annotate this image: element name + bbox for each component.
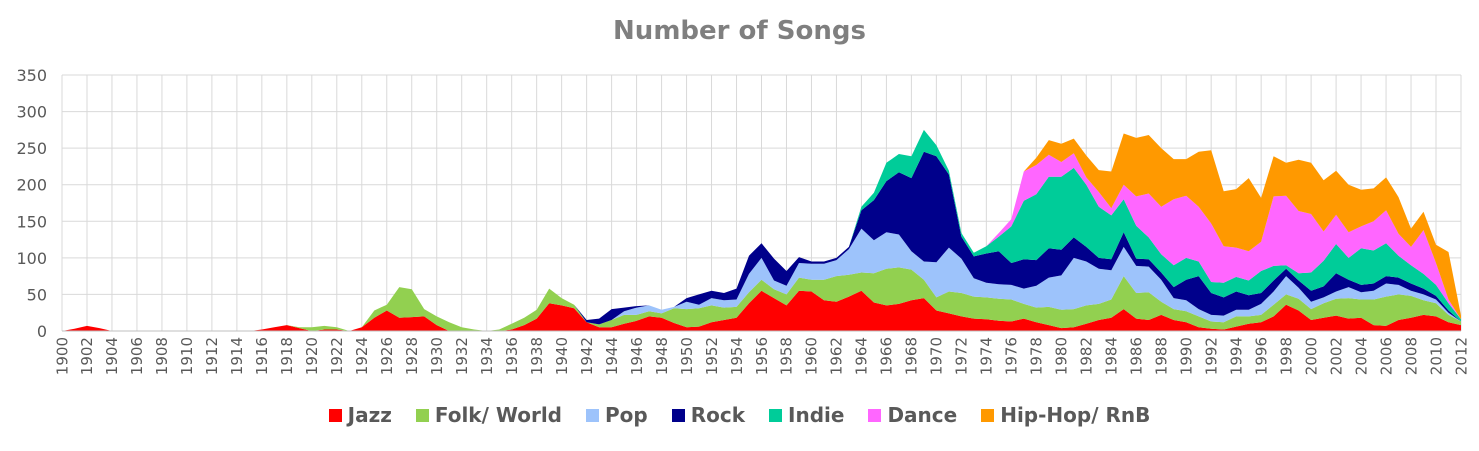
- series-area-jazz: [62, 290, 1461, 331]
- legend-item-hip-hop-rnb: Hip-Hop/ RnB: [981, 403, 1150, 427]
- x-tick-label: 2006: [1377, 337, 1395, 375]
- chart-legend: Jazz Folk/ World Pop Rock Indie Dance Hip-Hop/…: [0, 403, 1479, 427]
- legend-swatch: [415, 408, 429, 422]
- x-tick-label: 1930: [428, 337, 446, 375]
- legend-swatch: [769, 408, 783, 422]
- x-tick-label: 1978: [1028, 337, 1046, 375]
- y-tick-label: 150: [16, 212, 47, 231]
- x-tick-label: 1900: [53, 337, 71, 375]
- x-tick-label: 1922: [328, 337, 346, 375]
- y-tick-label: 100: [16, 249, 47, 268]
- y-tick-label: 300: [16, 103, 47, 122]
- x-tick-label: 1990: [1177, 337, 1195, 375]
- x-tick-label: 1966: [878, 337, 896, 375]
- y-tick-label: 0: [37, 322, 47, 341]
- legend-label: Jazz: [347, 403, 392, 427]
- legend-item-pop: Pop: [586, 403, 648, 427]
- legend-label: Pop: [605, 403, 648, 427]
- x-tick-label: 1924: [353, 337, 371, 375]
- x-tick-label: 1962: [828, 337, 846, 375]
- x-tick-label: 1986: [1127, 337, 1145, 375]
- x-tick-label: 1998: [1277, 337, 1295, 375]
- x-tick-label: 1948: [653, 337, 671, 375]
- legend-swatch: [328, 408, 342, 422]
- x-tick-label: 1960: [803, 337, 821, 375]
- legend-label: Folk/ World: [434, 403, 562, 427]
- x-tick-label: 1950: [678, 337, 696, 375]
- x-tick-label: 1906: [128, 337, 146, 375]
- x-tick-label: 1920: [303, 337, 321, 375]
- x-tick-label: 1974: [978, 337, 996, 375]
- x-tick-label: 1902: [78, 337, 96, 375]
- x-tick-label: 1994: [1227, 337, 1245, 375]
- x-tick-label: 2012: [1452, 337, 1470, 375]
- x-tick-label: 1996: [1252, 337, 1270, 375]
- x-tick-label: 2008: [1402, 337, 1420, 375]
- series-area-folk-world: [62, 267, 1461, 331]
- chart-title: Number of Songs: [613, 16, 866, 46]
- legend-label: Rock: [690, 403, 746, 427]
- legend-item-jazz: Jazz: [328, 403, 392, 427]
- x-tick-label: 1932: [453, 337, 471, 375]
- y-tick-label: 50: [27, 285, 47, 304]
- legend-swatch: [981, 408, 995, 422]
- legend-label: Indie: [788, 403, 845, 427]
- x-tick-label: 1984: [1103, 337, 1121, 375]
- x-tick-label: 1952: [703, 337, 721, 375]
- x-tick-label: 1958: [778, 337, 796, 375]
- x-tick-label: 1988: [1152, 337, 1170, 375]
- x-tick-label: 1940: [553, 337, 571, 375]
- y-tick-label: 250: [16, 139, 47, 158]
- legend-swatch: [868, 408, 882, 422]
- series-area-dance: [62, 129, 1461, 331]
- x-tick-label: 1956: [753, 337, 771, 375]
- legend-item-dance: Dance: [868, 403, 957, 427]
- legend-label: Dance: [887, 403, 958, 427]
- x-tick-label: 1946: [628, 337, 646, 375]
- legend-item-folk-world: Folk/ World: [415, 403, 562, 427]
- stacked-area-chart: 0 50 100 150 200 250 300 350 1900 1902 1904 1906 190…: [16, 66, 1470, 375]
- x-tick-label: 1914: [228, 337, 246, 375]
- x-tick-label: 2010: [1427, 337, 1445, 375]
- x-tick-label: 1928: [403, 337, 421, 375]
- y-tick-label: 200: [16, 176, 47, 195]
- x-tick-label: 1908: [153, 337, 171, 375]
- legend-swatch: [671, 408, 685, 422]
- x-tick-label: 1910: [178, 337, 196, 375]
- x-tick-label: 1976: [1003, 337, 1021, 375]
- x-tick-label: 1918: [278, 337, 296, 375]
- x-tick-label: 1912: [203, 337, 221, 375]
- x-tick-label: 1982: [1078, 337, 1096, 375]
- x-tick-label: 1926: [378, 337, 396, 375]
- series-area-hip-hop-rnb: [62, 129, 1461, 331]
- x-tick-label: 2000: [1302, 337, 1320, 375]
- x-tick-label: 1944: [603, 337, 621, 375]
- x-tick-label: 1938: [528, 337, 546, 375]
- x-tick-label: 1954: [728, 337, 746, 375]
- legend-item-indie: Indie: [769, 403, 844, 427]
- x-tick-label: 1942: [578, 337, 596, 375]
- x-tick-label: 1964: [853, 337, 871, 375]
- x-tick-label: 2004: [1352, 337, 1370, 375]
- x-tick-label: 1970: [928, 337, 946, 375]
- x-tick-label: 1992: [1202, 337, 1220, 375]
- x-tick-label: 1968: [903, 337, 921, 375]
- x-tick-label: 1980: [1053, 337, 1071, 375]
- legend-label: Hip-Hop/ RnB: [1000, 403, 1151, 427]
- legend-item-rock: Rock: [671, 403, 746, 427]
- legend-swatch: [586, 408, 599, 422]
- y-tick-label: 350: [16, 66, 47, 85]
- x-tick-label: 1904: [103, 337, 121, 375]
- x-tick-label: 1916: [253, 337, 271, 375]
- x-tick-label: 1934: [478, 337, 496, 375]
- series-area-pop: [62, 228, 1461, 331]
- x-tick-label: 1972: [953, 337, 971, 375]
- x-tick-label: 2002: [1327, 337, 1345, 375]
- x-tick-label: 1936: [503, 337, 521, 375]
